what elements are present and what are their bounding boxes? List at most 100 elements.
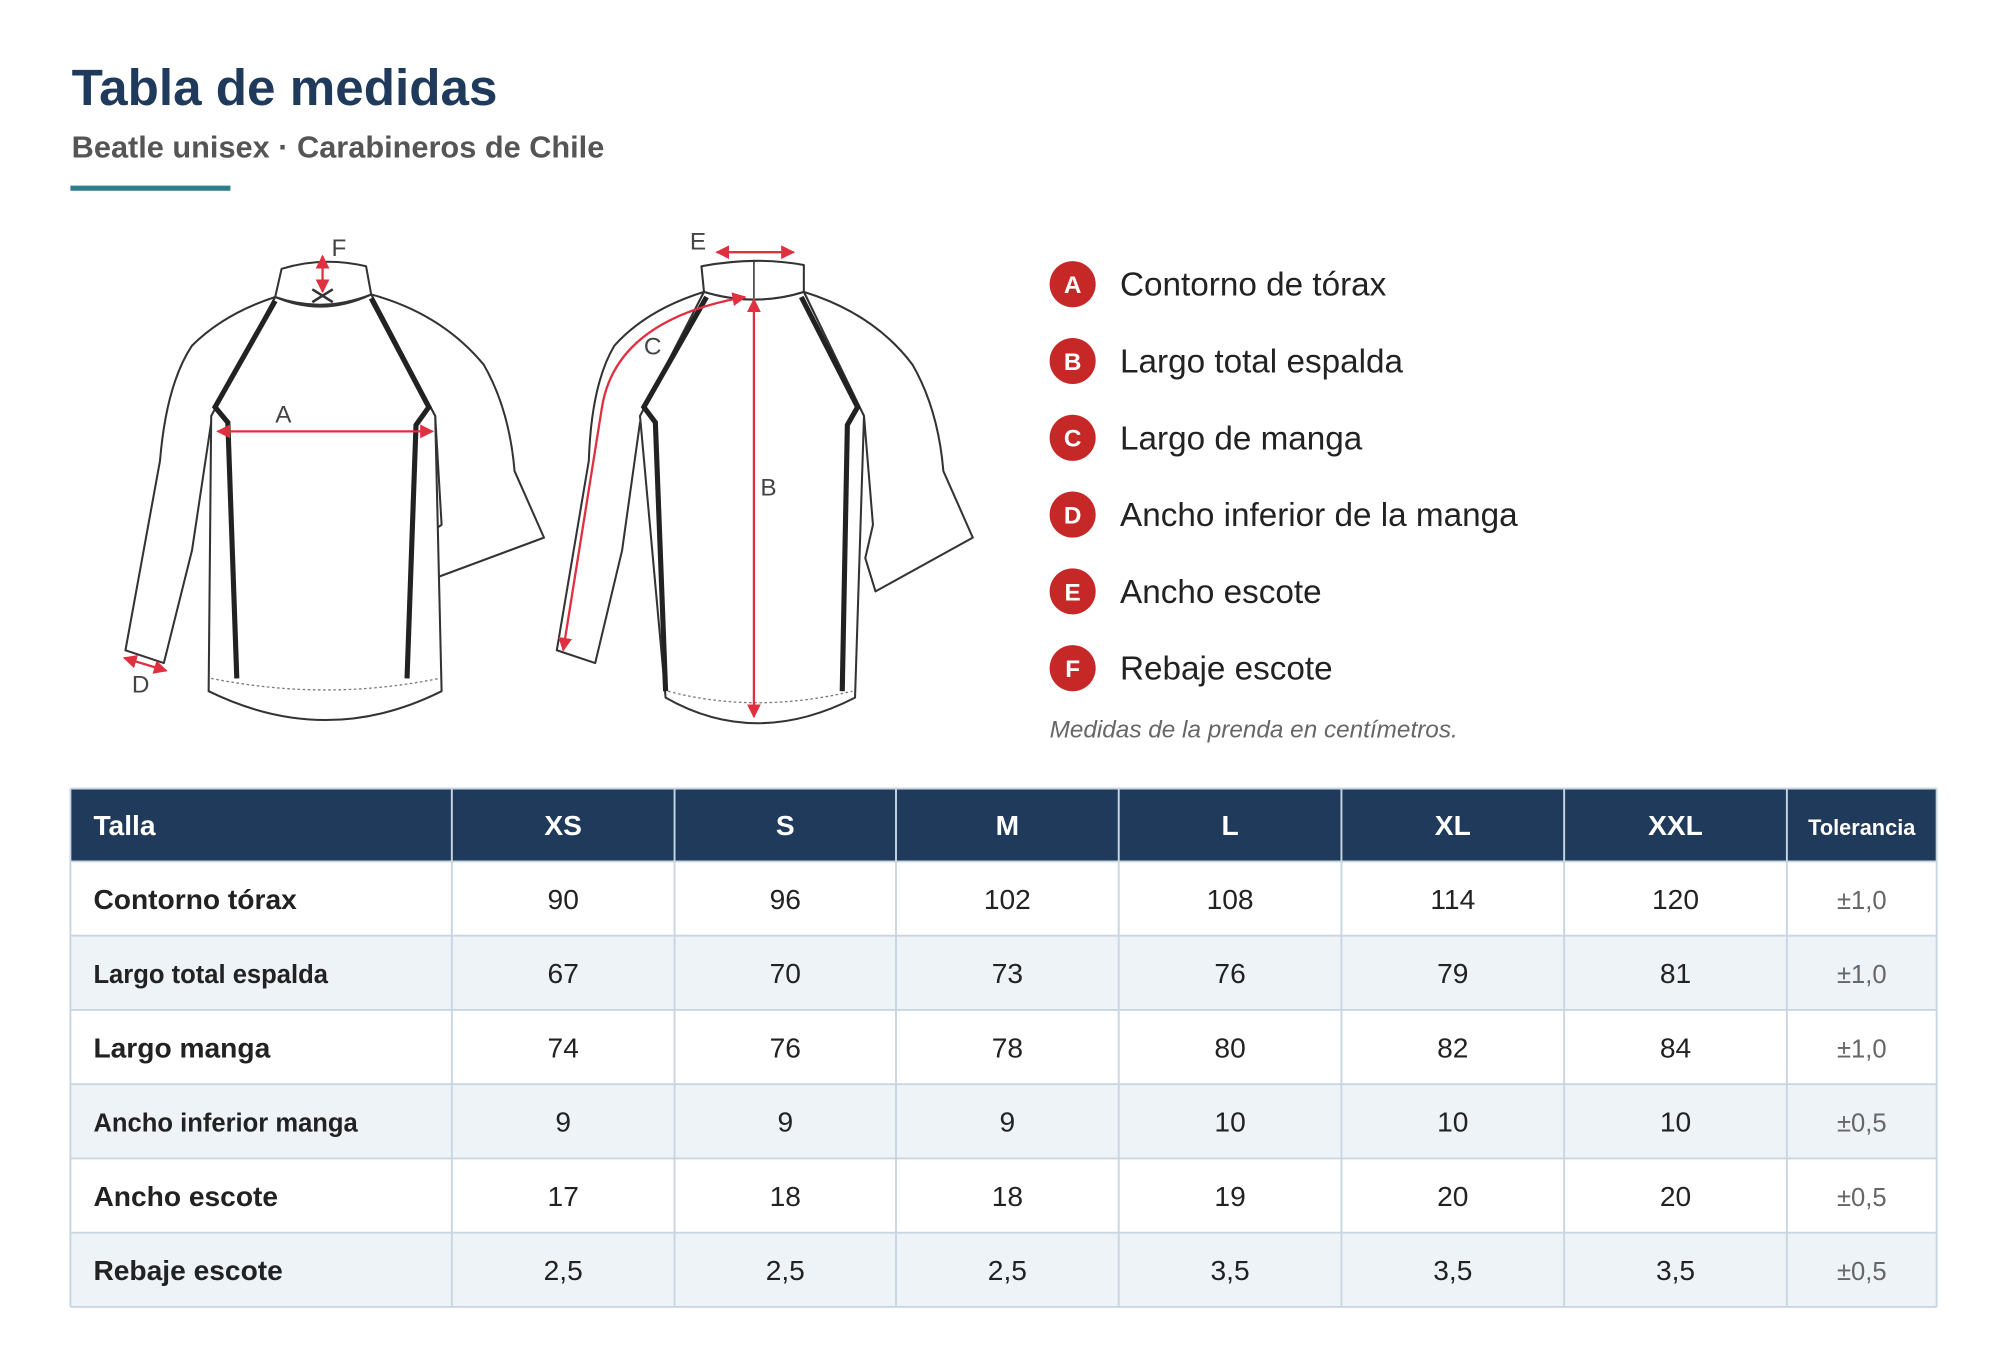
cell: 9: [1000, 1107, 1016, 1138]
sleeve: [802, 290, 974, 593]
row-label: Largo manga: [93, 1032, 270, 1063]
cell: 10: [1214, 1107, 1245, 1138]
cell: 20: [1437, 1181, 1468, 1212]
sleeve: [370, 293, 546, 593]
cell: 2,5: [766, 1255, 805, 1286]
legend-badge: [1049, 261, 1096, 308]
cell: 74: [548, 1032, 579, 1063]
cell: 70: [770, 958, 801, 989]
row-label: Ancho escote: [93, 1181, 278, 1212]
diagram-label: A: [275, 401, 292, 428]
legend-badge: [1049, 491, 1096, 538]
diagram-label: F: [332, 235, 347, 262]
body: [207, 293, 443, 722]
cell: 67: [548, 958, 579, 989]
cell: 18: [770, 1181, 801, 1212]
title: Tabla de medidas: [72, 59, 498, 116]
sleeve: [124, 295, 277, 665]
cell: 20: [1660, 1181, 1691, 1212]
cell: 3,5: [1433, 1255, 1472, 1286]
diagram-label: C: [644, 334, 662, 361]
cell: 76: [1214, 958, 1245, 989]
legend: A Contorno de tórax B Largo total espalda C L…: [1049, 261, 1518, 692]
column-header: XS: [544, 810, 582, 841]
cell: ±0,5: [1837, 1110, 1887, 1138]
subtitle: Beatle unisex · Carabineros de Chile: [72, 129, 605, 164]
cell: 9: [777, 1107, 793, 1138]
cell: 108: [1207, 884, 1254, 915]
cell: 2,5: [544, 1255, 583, 1286]
cell: 10: [1660, 1107, 1691, 1138]
row-label: Ancho inferior manga: [93, 1110, 358, 1138]
measure-line: [558, 292, 747, 652]
stitch: [667, 690, 853, 704]
cell: 9: [555, 1107, 571, 1138]
cell: 19: [1214, 1181, 1245, 1212]
legend-letter: F: [1065, 656, 1080, 683]
legend-letter: B: [1064, 349, 1082, 376]
column-header: Tolerancia: [1808, 815, 1916, 840]
column-header: L: [1221, 810, 1238, 841]
cell: 90: [548, 884, 579, 915]
header-row: [70, 788, 1937, 862]
cell: 114: [1430, 884, 1475, 915]
cell: 3,5: [1211, 1255, 1250, 1286]
row-label: Rebaje escote: [93, 1255, 282, 1286]
legend-letter: E: [1065, 579, 1081, 606]
table-row: [70, 1084, 1937, 1159]
column-header: M: [996, 810, 1019, 841]
note: Medidas de la prenda en centímetros.: [1050, 716, 1458, 743]
table-row: [70, 1158, 1937, 1233]
legend-label: Largo de manga: [1120, 420, 1363, 457]
row-label: Contorno tórax: [93, 884, 297, 915]
collar: [700, 259, 805, 301]
legend-label: Rebaje escote: [1120, 651, 1333, 688]
cell: 76: [770, 1032, 801, 1063]
back-garment: B C E: [555, 229, 974, 725]
table-row: [70, 1009, 1937, 1085]
legend-badge: [1049, 337, 1096, 385]
cell: 102: [984, 884, 1031, 915]
stitch: [211, 677, 440, 691]
legend-letter: C: [1064, 426, 1082, 453]
front-garment: A F D: [122, 235, 546, 722]
seam: [368, 297, 432, 679]
column-header: XL: [1435, 810, 1471, 841]
cell: 17: [548, 1181, 579, 1212]
size-table: Talla XS S M L XL XXL Tolerancia Contorno tórax 9…: [69, 787, 1938, 1308]
diagram-label: D: [132, 672, 150, 699]
legend-badge: [1049, 414, 1096, 461]
accent-bar: [70, 185, 231, 191]
table-row: [70, 935, 1937, 1010]
cell: 10: [1437, 1107, 1468, 1138]
legend-letter: A: [1064, 272, 1082, 299]
table-row: [70, 861, 1937, 936]
cell: 2,5: [988, 1255, 1027, 1286]
cell: ±1,0: [1837, 887, 1887, 915]
row-label: Largo total espalda: [93, 961, 328, 989]
cell: 120: [1652, 884, 1699, 915]
column-header: XXL: [1648, 810, 1703, 841]
cell: 81: [1660, 958, 1691, 989]
legend-badge: [1049, 568, 1096, 615]
cell: 80: [1214, 1032, 1245, 1063]
measure-line: [122, 654, 168, 674]
cell: 78: [992, 1032, 1023, 1063]
cell: 84: [1660, 1032, 1691, 1063]
cell: 18: [992, 1181, 1023, 1212]
diagram-label: E: [690, 229, 706, 256]
seam: [211, 299, 278, 679]
cell: ±1,0: [1837, 961, 1887, 989]
legend-badge: [1049, 645, 1096, 692]
cell: 82: [1437, 1032, 1468, 1063]
legend-label: Ancho inferior de la manga: [1120, 497, 1518, 534]
neck-mark: [311, 288, 334, 304]
column-header: S: [776, 810, 795, 841]
column-header: Talla: [93, 810, 155, 841]
seam: [799, 295, 861, 692]
cell: 96: [770, 884, 801, 915]
cell: ±0,5: [1837, 1258, 1887, 1286]
